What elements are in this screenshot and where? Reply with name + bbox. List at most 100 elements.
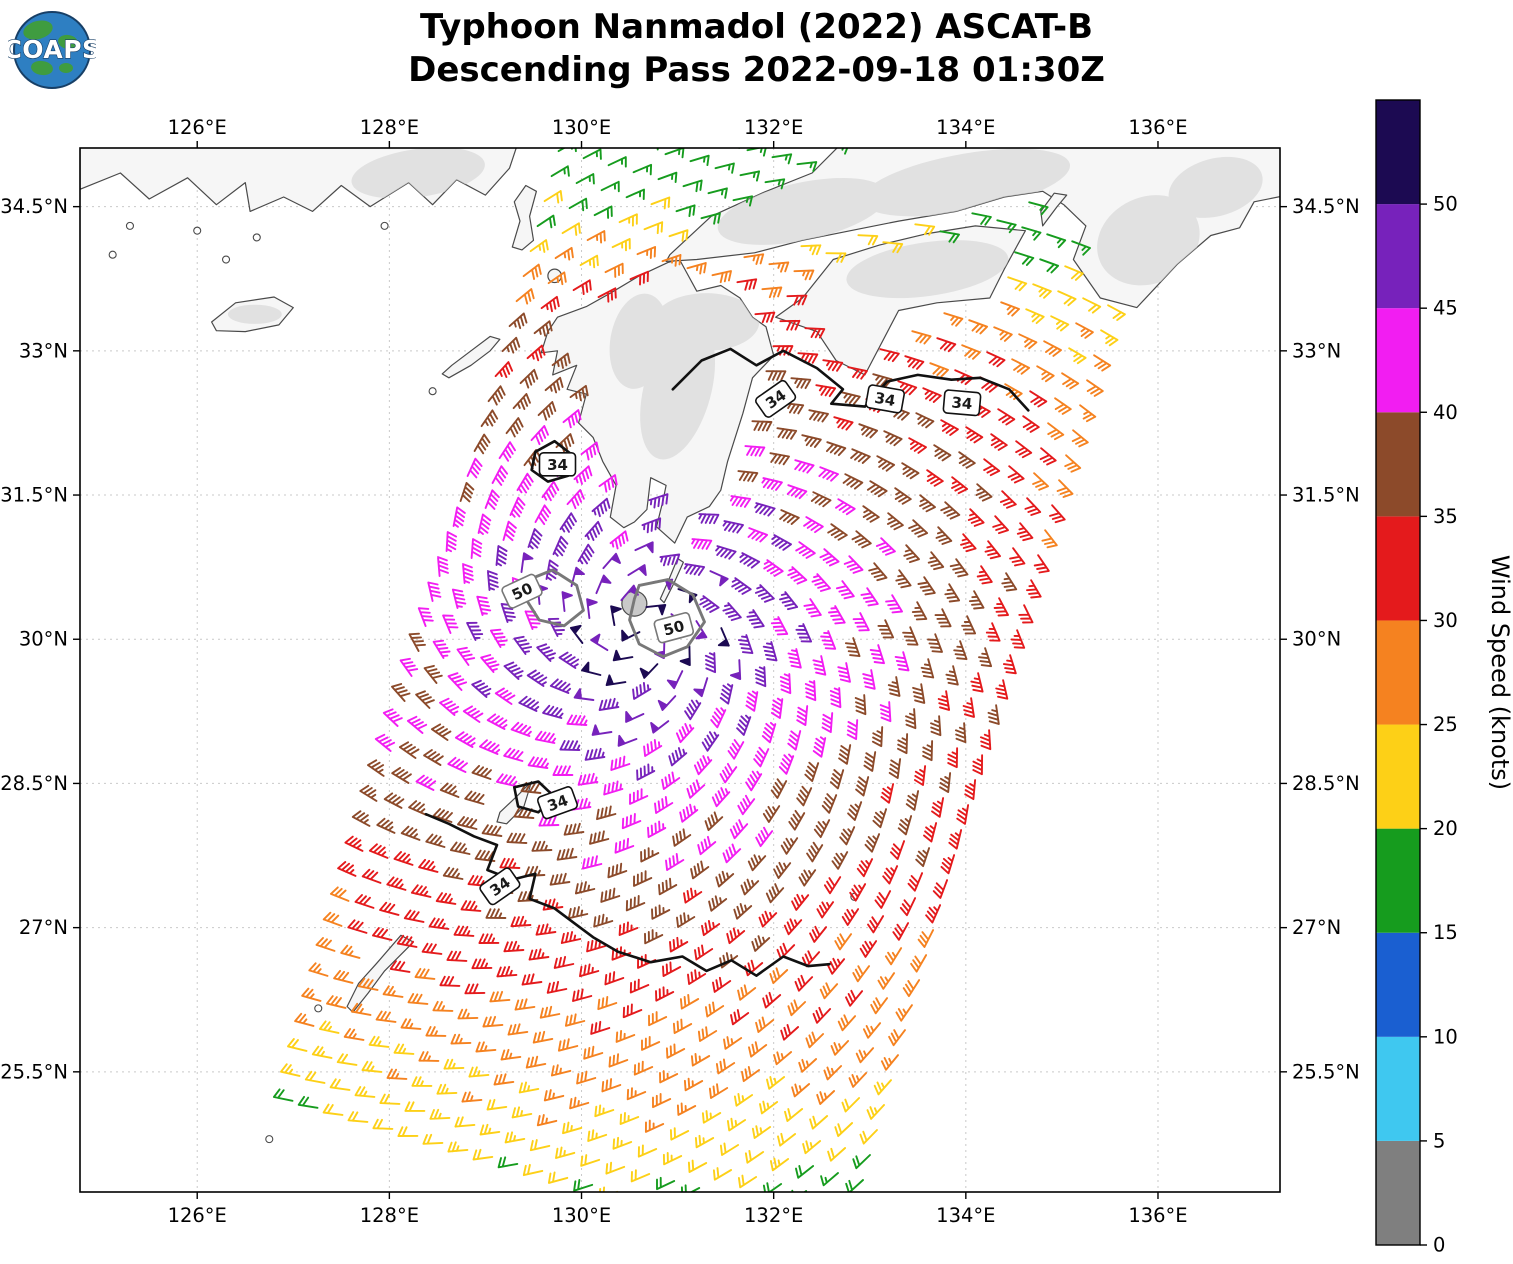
wind-barb [505, 417, 524, 438]
colorbar-tick-label: 45 [1433, 297, 1458, 320]
wind-barb [987, 704, 1000, 725]
wind-barb [764, 178, 786, 190]
wind-barb [590, 1020, 611, 1035]
wind-barb [517, 890, 539, 903]
wind-barb [383, 792, 405, 809]
wind-barb [567, 906, 589, 920]
wind-barb [919, 494, 936, 513]
wind-barb [771, 153, 793, 165]
wind-barb [880, 1054, 899, 1071]
wind-barb [762, 1182, 783, 1192]
wind-barb [731, 577, 752, 595]
wind-barb [866, 480, 888, 498]
wind-barb [939, 772, 952, 793]
wind-barb [780, 837, 799, 855]
wind-barb [729, 495, 752, 508]
wind-barb [763, 559, 784, 577]
wind-barb [669, 936, 689, 953]
wind-barb [595, 574, 612, 595]
wind-barb [347, 1111, 369, 1123]
wind-barb [960, 533, 977, 553]
wind-barb [761, 286, 783, 299]
wind-barb [391, 683, 411, 702]
wind-barb [791, 893, 810, 911]
wind-barb [452, 506, 466, 528]
wind-barb [905, 790, 920, 811]
wind-barb [737, 794, 756, 816]
wind-barb [524, 610, 541, 630]
contour-50 [524, 568, 585, 628]
wind-barb [940, 854, 956, 875]
wind-barb [754, 666, 767, 688]
wind-barb [337, 861, 357, 877]
wind-barb [487, 385, 506, 406]
wind-barb [758, 910, 778, 928]
wind-barb [995, 679, 1009, 700]
wind-barb [539, 1005, 561, 1019]
wind-barb [648, 493, 669, 509]
wind-barb [793, 269, 815, 281]
wind-barb [932, 879, 949, 899]
wind-barb [834, 1122, 854, 1138]
wind-barb [361, 868, 382, 884]
wind-barb [755, 826, 774, 848]
wind-barb [695, 620, 708, 640]
wind-barb [888, 758, 902, 779]
wind-barb [552, 535, 569, 557]
wind-barb [672, 1018, 693, 1035]
wind-barb [926, 469, 944, 487]
wind-barb [534, 730, 557, 744]
wind-barb [486, 713, 508, 730]
wind-barb [675, 204, 696, 218]
wind-barb [733, 1093, 754, 1107]
wind-barb [351, 810, 371, 827]
wind-barb [732, 195, 754, 207]
wind-barb [520, 552, 534, 573]
wind-barb [529, 1139, 551, 1152]
wind-barb [701, 919, 721, 937]
wind-barb [976, 565, 993, 585]
wind-barb [447, 672, 468, 691]
wind-barb [459, 482, 475, 503]
wind-barb [423, 749, 444, 766]
wind-barb [856, 858, 874, 878]
wind-barb [511, 1106, 533, 1119]
wind-barb [762, 991, 782, 1009]
wind-barb [911, 601, 928, 621]
terrain-blob [846, 240, 1009, 299]
wind-barb [920, 658, 935, 679]
continent-shape [31, 60, 53, 76]
wind-barb [1011, 358, 1031, 375]
wind-barb [481, 824, 503, 837]
wind-barb [953, 640, 968, 661]
wind-barb [820, 1172, 839, 1187]
wind-barb [451, 588, 467, 609]
wind-barb [294, 1012, 315, 1027]
wind-barb [844, 637, 861, 658]
contour-label-34: 34 [865, 384, 905, 414]
wind-barb [374, 733, 396, 752]
wind-barb [837, 662, 851, 683]
wind-barb [902, 626, 919, 646]
wind-barb [984, 540, 1001, 560]
wind-barb [480, 409, 499, 428]
wind-barb [927, 633, 943, 653]
wind-barb [975, 483, 993, 502]
wind-barb [699, 595, 720, 613]
wind-barb [710, 1191, 711, 1192]
terrain-blob [609, 293, 669, 389]
wind-barb [846, 719, 859, 741]
wind-barb [386, 1068, 408, 1080]
wind-barb [386, 876, 407, 891]
wind-barb [457, 816, 478, 830]
land-polygon-tsushima [511, 184, 538, 251]
wind-barb [629, 978, 650, 994]
wind-barb [609, 530, 629, 550]
wind-barb [1018, 333, 1038, 350]
wind-barb [500, 603, 516, 623]
colorbar-tick-label: 0 [1433, 1234, 1445, 1257]
wind-barb [372, 927, 393, 941]
wind-barb [379, 1093, 401, 1105]
wind-barb [432, 639, 451, 659]
